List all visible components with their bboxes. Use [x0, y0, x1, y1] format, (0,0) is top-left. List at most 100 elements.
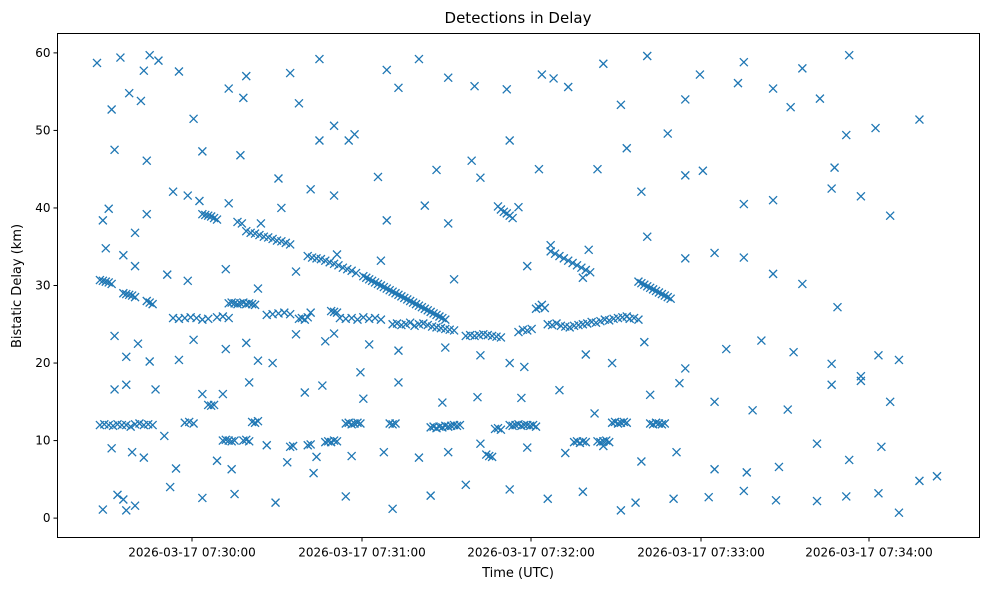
data-point: [98, 215, 108, 225]
data-point: [552, 319, 561, 328]
data-point: [739, 253, 749, 263]
data-point: [475, 350, 485, 360]
data-point: [502, 84, 512, 94]
data-point: [783, 405, 793, 415]
data-point: [353, 315, 362, 325]
data-point: [572, 260, 582, 270]
data-point: [894, 508, 904, 518]
data-point: [117, 420, 127, 430]
data-point: [578, 273, 588, 283]
data-point: [145, 50, 155, 60]
data-point: [224, 84, 234, 94]
data-point: [244, 377, 254, 387]
data-point: [151, 384, 160, 394]
data-point: [183, 191, 193, 201]
data-point: [669, 494, 679, 504]
data-point: [756, 336, 766, 346]
data-markers: [92, 50, 942, 518]
x-tick-label: 2026-03-17 07:31:00: [298, 546, 425, 560]
data-point: [856, 376, 866, 386]
data-point: [563, 256, 573, 266]
data-point: [121, 505, 131, 515]
data-point: [742, 467, 752, 477]
data-point: [250, 300, 260, 310]
data-point: [238, 93, 248, 103]
data-point: [101, 243, 111, 253]
data-point: [593, 164, 602, 174]
data-point: [110, 145, 120, 155]
data-point: [206, 401, 216, 411]
data-point: [288, 441, 298, 451]
data-point: [733, 78, 743, 88]
data-point: [578, 436, 588, 446]
data-point: [110, 384, 120, 394]
data-point: [440, 343, 450, 352]
data-point: [291, 329, 301, 339]
data-point: [522, 261, 532, 271]
data-point: [165, 482, 175, 492]
data-point: [124, 290, 134, 300]
data-point: [680, 253, 690, 263]
data-point: [876, 442, 886, 452]
data-point: [598, 59, 608, 69]
data-point: [797, 63, 807, 73]
data-point: [237, 219, 247, 228]
data-point: [394, 346, 403, 356]
data-point: [279, 308, 289, 318]
data-point: [218, 389, 228, 399]
x-tick-label: 2026-03-17 07:33:00: [637, 546, 764, 560]
y-tick-label: 40: [35, 201, 50, 215]
data-point: [470, 81, 480, 91]
data-point: [107, 105, 117, 114]
data-point: [549, 74, 559, 83]
data-point: [303, 312, 313, 322]
data-point: [710, 248, 720, 258]
data-point: [98, 505, 108, 515]
data-point: [531, 422, 541, 432]
data-point: [329, 436, 339, 446]
data-point: [370, 313, 380, 323]
data-point: [341, 491, 351, 501]
data-point: [388, 504, 398, 514]
data-point: [508, 213, 518, 223]
data-point: [98, 276, 108, 286]
data-point: [130, 501, 140, 511]
data-point: [189, 335, 199, 345]
data-point: [914, 115, 924, 125]
data-point: [844, 50, 854, 60]
data-point: [332, 308, 342, 318]
data-point: [291, 267, 301, 277]
data-point: [674, 378, 684, 388]
data-point: [519, 362, 529, 372]
data-point: [666, 294, 676, 304]
data-point: [739, 199, 749, 209]
data-point: [285, 442, 295, 452]
y-tick-label: 50: [35, 123, 50, 137]
y-tick-label: 60: [35, 46, 50, 60]
data-point: [885, 397, 895, 407]
data-point: [110, 331, 120, 341]
data-point: [844, 455, 854, 465]
data-point: [827, 184, 837, 194]
data-point: [124, 88, 134, 98]
data-point: [130, 228, 140, 238]
data-point: [590, 408, 600, 418]
data-point: [774, 462, 784, 472]
data-point: [874, 350, 883, 360]
data-point: [101, 277, 111, 287]
chart-title: Detections in Delay: [445, 9, 592, 27]
data-point: [306, 184, 316, 194]
data-point: [680, 170, 690, 180]
data-point: [452, 421, 462, 431]
data-point: [121, 352, 131, 362]
data-point: [107, 279, 117, 289]
data-point: [294, 98, 304, 108]
data-point: [194, 196, 204, 206]
data-point: [355, 367, 365, 377]
data-point: [300, 388, 310, 397]
data-point: [812, 496, 822, 506]
data-point: [197, 389, 207, 399]
data-point: [376, 256, 386, 266]
data-point: [595, 437, 605, 447]
